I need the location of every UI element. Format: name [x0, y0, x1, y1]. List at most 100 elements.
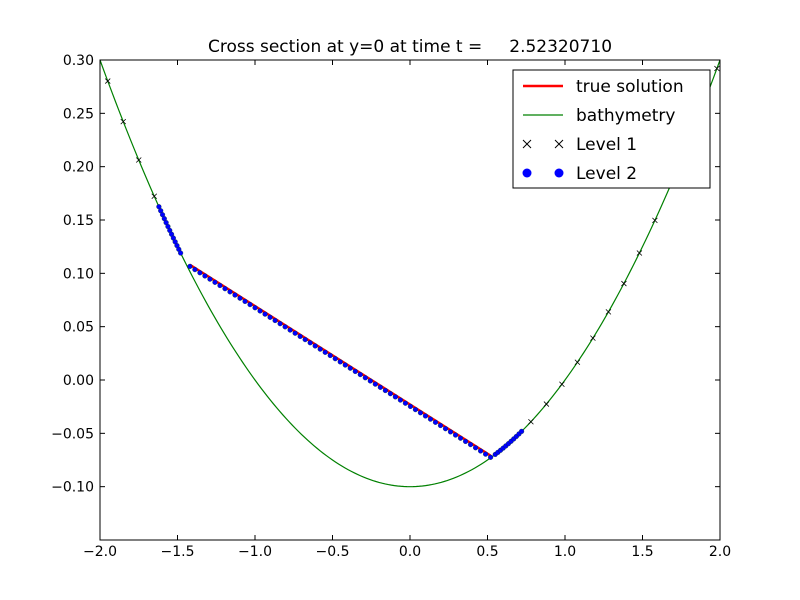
level1-point: [590, 335, 596, 341]
level2-point: [297, 333, 303, 339]
level2-point: [232, 292, 238, 298]
level2-point: [422, 413, 428, 419]
level2-point: [367, 378, 373, 384]
level2-point: [412, 407, 418, 413]
level1-point: [621, 280, 627, 287]
level2-point: [372, 381, 378, 387]
level2-point: [342, 362, 348, 368]
level1-point: [574, 359, 581, 366]
chart-title: Cross section at y=0 at time t = 2.52320…: [208, 37, 612, 57]
y-tick-label: −0.05: [51, 426, 94, 442]
level1-point: [636, 250, 643, 256]
legend-label: true solution: [576, 77, 684, 97]
level2-point: [407, 403, 413, 409]
level2-point: [282, 324, 288, 330]
level2-point: [227, 289, 233, 295]
level2-point: [332, 356, 338, 362]
level2-point: [237, 295, 243, 301]
legend-swatch: [554, 139, 564, 149]
level2-point: [252, 305, 258, 311]
level2-point: [217, 282, 223, 289]
level1-point: [135, 157, 142, 163]
legend-entry: true solution: [523, 77, 684, 97]
level1-point: [559, 381, 565, 388]
level2-point: [468, 442, 474, 448]
legend-swatch: [522, 168, 532, 178]
level2-point: [317, 346, 323, 352]
level2-point: [247, 302, 253, 308]
x-tick-label: 1.5: [631, 544, 653, 560]
level2-point: [312, 343, 318, 349]
level2-point: [207, 276, 213, 282]
level2-point: [387, 391, 393, 397]
legend-label: Level 1: [576, 135, 637, 155]
level2-point: [272, 317, 278, 324]
legend-swatch: [522, 139, 532, 149]
y-tick-label: 0.25: [63, 106, 94, 122]
y-tick-label: 0.15: [63, 213, 94, 229]
x-tick-label: −2.0: [83, 544, 117, 560]
legend-entry: Level 1: [522, 135, 637, 155]
level2-point: [337, 359, 343, 365]
level2-point: [382, 387, 388, 394]
x-tick-label: −1.0: [238, 544, 272, 560]
level1-point: [151, 193, 158, 200]
level2-point: [442, 426, 449, 432]
level2-point: [377, 384, 383, 390]
level2-point: [447, 429, 454, 435]
level2-point: [212, 279, 218, 285]
level1-point: [543, 401, 550, 407]
level2-point: [488, 454, 494, 460]
legend: true solution bathymetry Level 1 Level 2: [512, 69, 711, 189]
level2-point: [357, 372, 363, 378]
level2-point: [352, 368, 358, 374]
x-axis: −2.0 −1.5 −1.0 −0.5 0.0 0.5 1.0 1.5 2.0: [83, 60, 731, 560]
level1-point: [605, 309, 612, 315]
level2-point: [242, 298, 248, 304]
legend-swatch: [554, 168, 564, 178]
level2-point: [187, 263, 193, 269]
y-tick-label: −0.10: [51, 480, 94, 496]
legend-entry: bathymetry: [523, 106, 675, 126]
x-tick-label: 0.5: [476, 544, 498, 560]
level2-point: [277, 321, 283, 327]
level1-point: [528, 418, 534, 425]
level2-point: [437, 422, 444, 429]
level2-point: [197, 270, 203, 276]
y-tick-label: 0.30: [63, 53, 94, 69]
level2-point: [287, 327, 293, 333]
level2-point: [267, 314, 273, 320]
x-tick-label: 1.0: [554, 544, 576, 560]
level2-point: [222, 286, 228, 292]
x-tick-label: 0.0: [399, 544, 421, 560]
level2-point: [322, 349, 328, 355]
level2-point: [473, 445, 479, 451]
level2-point: [347, 365, 353, 371]
level1-point: [714, 65, 720, 72]
level2-point: [202, 273, 208, 279]
level2-point: [362, 375, 368, 381]
level2-point: [302, 337, 308, 343]
legend-label: Level 2: [576, 164, 637, 184]
level2-point: [397, 397, 403, 403]
level2-point: [417, 410, 423, 416]
level2-point: [192, 267, 198, 273]
legend-box: [512, 69, 711, 189]
level2-point: [402, 400, 408, 406]
level2-point: [427, 416, 434, 422]
level1-point: [104, 78, 111, 84]
level1-point: [120, 118, 127, 125]
level2-point: [452, 432, 459, 438]
y-tick-label: 0.20: [63, 160, 94, 176]
y-axis: −0.10 −0.05 0.00 0.05 0.10 0.15 0.20 0.25 0.30: [51, 53, 720, 496]
level2-point: [478, 448, 484, 454]
level2-point: [327, 352, 333, 359]
legend-entry: Level 2: [522, 164, 637, 184]
bathymetry-line: [100, 60, 720, 488]
level2-point: [519, 428, 525, 434]
level2-point: [257, 308, 263, 314]
level2-point: [432, 419, 439, 425]
y-tick-label: 0.10: [63, 266, 94, 282]
y-tick-label: 0.05: [63, 320, 94, 336]
x-tick-label: −0.5: [316, 544, 350, 560]
